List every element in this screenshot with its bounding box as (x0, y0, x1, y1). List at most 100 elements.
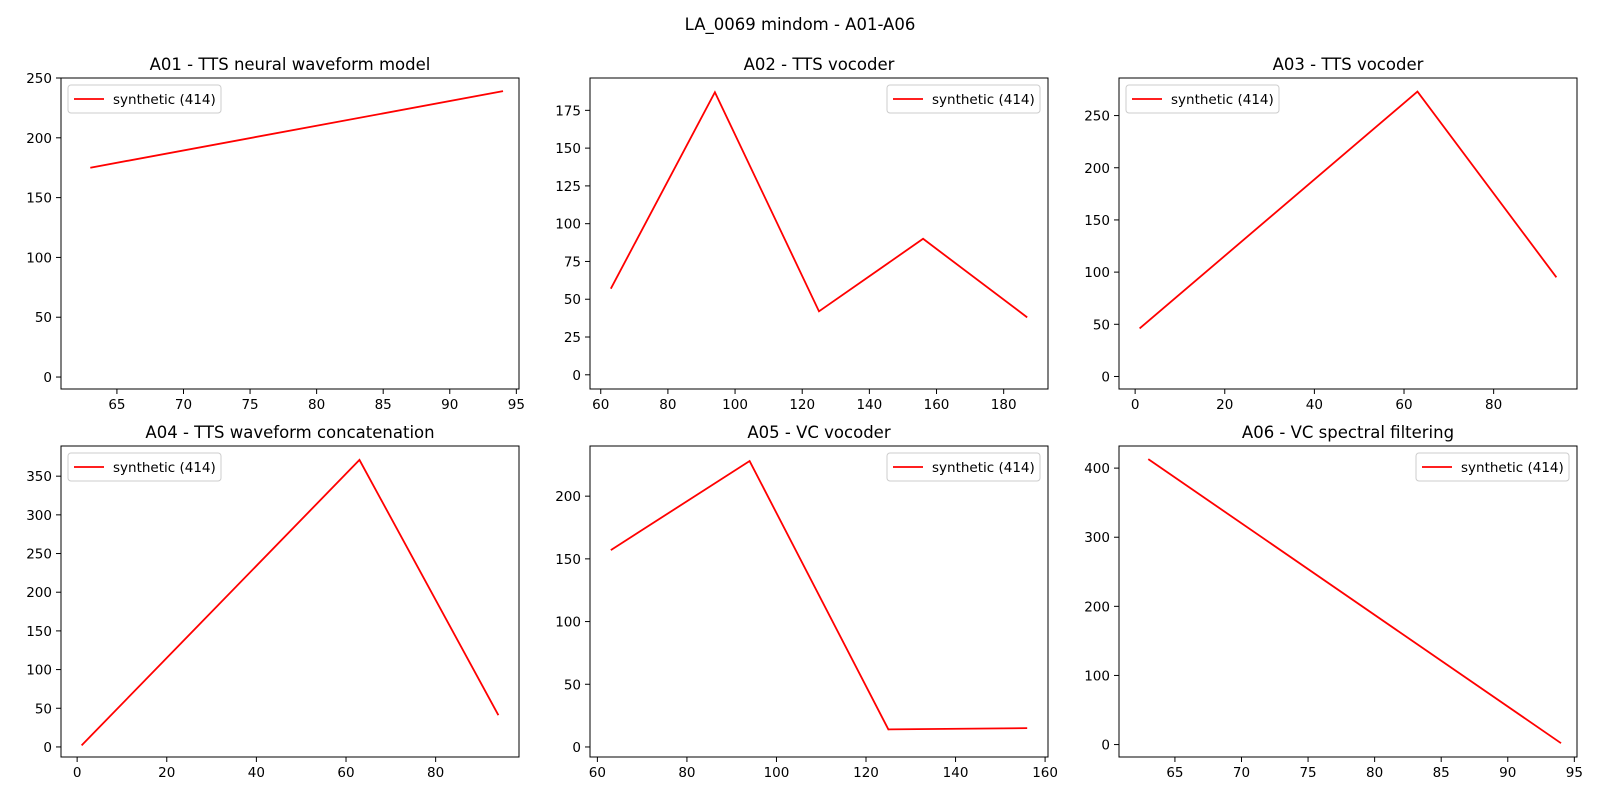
y-tick-label: 75 (564, 254, 581, 270)
legend-label: synthetic (414) (932, 92, 1035, 108)
x-tick-label: 140 (943, 765, 969, 781)
subplot-2: A02 - TTS vocoder 60 80 100 120 140 160 180 0 25 5… (555, 55, 1049, 413)
series-line (610, 90, 1028, 319)
y-tick-label: 150 (555, 141, 581, 157)
series-line (1139, 90, 1558, 330)
legend: synthetic (414) (67, 84, 222, 114)
axes-frame (60, 445, 520, 758)
x-tick-label: 80 (1485, 397, 1502, 413)
y-tick-label: 150 (555, 552, 581, 568)
subplot-5: A05 - VC vocoder 60 80 100 120 140 160 0 50 100 15… (555, 423, 1058, 781)
x-tick-label: 20 (1216, 397, 1233, 413)
x-tick-label: 65 (1166, 765, 1183, 781)
y-tick-label: 200 (555, 489, 581, 505)
x-tick-label: 90 (441, 397, 458, 413)
x-tick-label: 0 (73, 765, 82, 781)
y-tick-label: 50 (564, 292, 581, 308)
y-tick-label: 100 (1084, 265, 1110, 281)
x-tick-label: 70 (1233, 765, 1250, 781)
axes-frame (589, 445, 1049, 758)
subplot-title: A06 - VC spectral filtering (1242, 423, 1454, 442)
x-tick-label: 85 (1433, 765, 1450, 781)
y-tick-label: 200 (26, 131, 52, 147)
subplot-6: A06 - VC spectral filtering 65 70 75 80 85 90 9… (1084, 423, 1583, 781)
x-tick-label: 95 (508, 397, 525, 413)
x-tick-label: 40 (1306, 397, 1323, 413)
x-tick-label: 60 (1395, 397, 1412, 413)
y-tick-label: 250 (26, 71, 52, 87)
y-tick-label: 250 (26, 547, 52, 563)
legend-box (886, 452, 1041, 482)
y-tick-label: 400 (1084, 461, 1110, 477)
x-tick-label: 80 (678, 765, 695, 781)
y-tick-label: 0 (1101, 369, 1110, 385)
y-tick-label: 0 (572, 740, 581, 756)
y-tick-label: 200 (1084, 161, 1110, 177)
subplots: A01 - TTS neural waveform model 65 70 75 80 8… (26, 55, 1583, 781)
subplot-4: A04 - TTS waveform concatenation 0 20 40 60 8… (26, 423, 520, 781)
x-tick-label: 80 (427, 765, 444, 781)
y-tick-label: 125 (555, 179, 581, 195)
axes-frame (60, 77, 520, 390)
series-line (610, 459, 1028, 731)
x-tick-label: 100 (722, 397, 748, 413)
legend: synthetic (414) (1415, 452, 1570, 482)
x-tick-label: 60 (592, 397, 609, 413)
y-tick-label: 200 (1084, 599, 1110, 615)
subplot-title: A05 - VC vocoder (747, 423, 890, 442)
x-tick-label: 120 (789, 397, 815, 413)
axes-frame (1118, 77, 1578, 390)
x-tick-label: 120 (853, 765, 879, 781)
series-line (90, 90, 504, 169)
y-tick-label: 100 (555, 615, 581, 631)
legend: synthetic (414) (886, 84, 1041, 114)
legend-label: synthetic (414) (113, 92, 216, 108)
y-tick-label: 100 (26, 663, 52, 679)
x-tick-label: 60 (337, 765, 354, 781)
x-tick-label: 65 (108, 397, 125, 413)
x-tick-label: 160 (924, 397, 950, 413)
x-tick-label: 60 (589, 765, 606, 781)
legend-box (1415, 452, 1570, 482)
y-tick-label: 100 (26, 250, 52, 266)
legend: synthetic (414) (67, 452, 222, 482)
x-tick-label: 90 (1499, 765, 1516, 781)
series-line (1147, 458, 1562, 744)
subplot-title: A03 - TTS vocoder (1273, 55, 1424, 74)
legend-box (1125, 84, 1280, 114)
x-tick-label: 95 (1566, 765, 1583, 781)
y-tick-label: 150 (26, 624, 52, 640)
subplot-1: A01 - TTS neural waveform model 65 70 75 80 8… (26, 55, 525, 413)
x-tick-label: 75 (1299, 765, 1316, 781)
subplot-title: A02 - TTS vocoder (744, 55, 895, 74)
y-tick-label: 0 (43, 740, 52, 756)
x-tick-label: 40 (248, 765, 265, 781)
axes-frame (589, 77, 1049, 390)
y-tick-label: 100 (555, 217, 581, 233)
x-tick-label: 75 (241, 397, 258, 413)
x-tick-label: 80 (659, 397, 676, 413)
y-tick-label: 50 (35, 310, 52, 326)
legend-box (886, 84, 1041, 114)
y-tick-label: 0 (572, 368, 581, 384)
legend-label: synthetic (414) (113, 460, 216, 476)
y-tick-label: 150 (26, 191, 52, 207)
y-tick-label: 175 (555, 103, 581, 119)
y-tick-label: 300 (1084, 530, 1110, 546)
y-tick-label: 0 (1101, 738, 1110, 754)
y-tick-label: 200 (26, 585, 52, 601)
legend-box (67, 84, 222, 114)
x-tick-label: 180 (991, 397, 1017, 413)
x-tick-label: 140 (856, 397, 882, 413)
x-tick-label: 0 (1131, 397, 1140, 413)
y-tick-label: 250 (1084, 109, 1110, 125)
x-tick-label: 100 (764, 765, 790, 781)
legend: synthetic (414) (1125, 84, 1280, 114)
y-tick-label: 0 (43, 370, 52, 386)
subplot-title: A01 - TTS neural waveform model (150, 55, 431, 74)
y-tick-label: 300 (26, 508, 52, 524)
figure-title: LA_0069 mindom - A01-A06 (685, 15, 916, 35)
y-tick-label: 50 (35, 701, 52, 717)
